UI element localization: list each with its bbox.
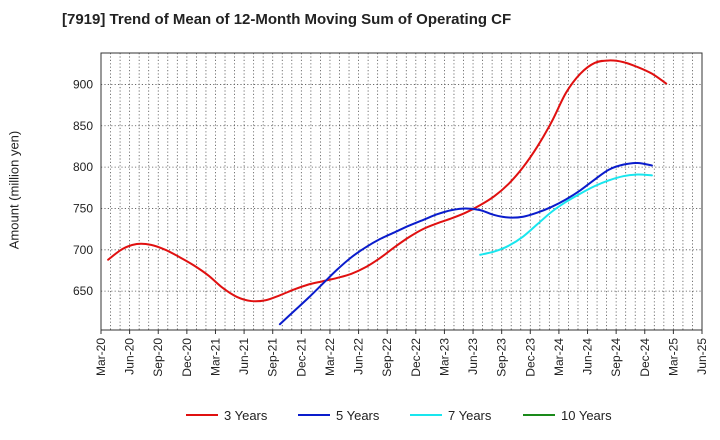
y-tick-labels: 650 700 750 800 850 900 — [73, 77, 93, 298]
x-tick-label: Jun-24 — [581, 338, 595, 375]
x-tick-label: Dec-21 — [294, 338, 308, 377]
legend-label: 5 Years — [336, 408, 380, 423]
x-tick-label: Jun-21 — [237, 338, 251, 375]
y-tick-label: 650 — [73, 284, 93, 298]
x-tick-labels: Mar-20 Jun-20 Sep-20 Dec-20 Mar-21 Jun-21 Sep-… — [94, 330, 709, 377]
x-tick-label: Dec-24 — [638, 338, 652, 377]
y-tick-label: 900 — [73, 77, 93, 91]
x-tick-label: Jun-22 — [352, 338, 366, 375]
legend-label: 7 Years — [448, 408, 492, 423]
series-lines — [107, 59, 668, 326]
x-tick-label: Jun-20 — [123, 338, 137, 375]
x-tick-label: Sep-22 — [380, 338, 394, 377]
series-line-7-years — [479, 173, 653, 256]
x-tick-label: Dec-23 — [523, 338, 537, 377]
x-tick-label: Jun-25 — [695, 338, 709, 375]
x-tick-label: Mar-23 — [437, 338, 451, 376]
x-tick-label: Sep-20 — [151, 338, 165, 377]
x-tick-label: Dec-22 — [409, 338, 423, 377]
y-tick-label: 800 — [73, 160, 93, 174]
legend-label: 10 Years — [561, 408, 612, 423]
x-tick-label: Mar-21 — [208, 338, 222, 376]
series-line-3-years — [107, 59, 668, 303]
y-tick-label: 850 — [73, 119, 93, 133]
y-tick-label: 750 — [73, 201, 93, 215]
legend-label: 3 Years — [224, 408, 268, 423]
grid — [101, 53, 702, 330]
x-tick-label: Mar-25 — [666, 338, 680, 376]
x-tick-label: Jun-23 — [466, 338, 480, 375]
x-tick-label: Sep-21 — [266, 338, 280, 377]
x-tick-label: Dec-20 — [180, 338, 194, 377]
x-tick-label: Mar-20 — [94, 338, 108, 376]
legend: 3 Years 5 Years 7 Years 10 Years — [186, 408, 612, 423]
chart-title: [7919] Trend of Mean of 12-Month Moving … — [62, 11, 512, 28]
x-tick-label: Mar-24 — [552, 338, 566, 376]
x-tick-label: Mar-22 — [323, 338, 337, 376]
series-line-5-years — [278, 161, 653, 326]
x-tick-label: Sep-23 — [495, 338, 509, 377]
plot-frame — [100, 52, 703, 331]
x-tick-label: Sep-24 — [609, 338, 623, 377]
y-tick-label: 700 — [73, 243, 93, 257]
